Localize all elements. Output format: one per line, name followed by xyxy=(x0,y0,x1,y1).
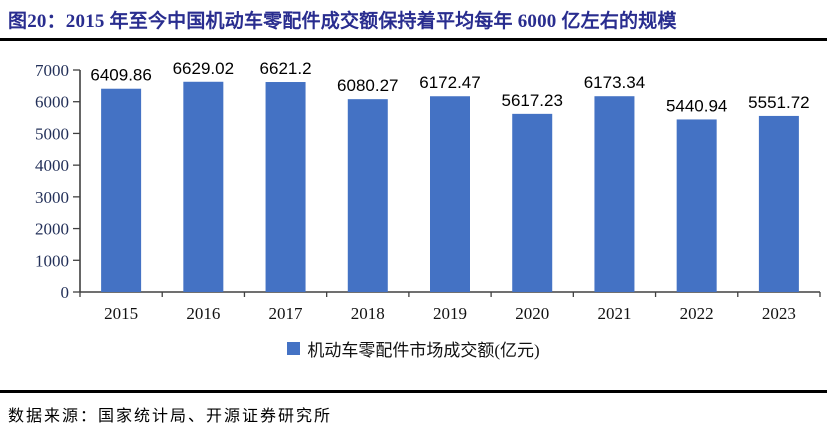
x-tick-label: 2023 xyxy=(762,304,796,323)
y-tick-label: 7000 xyxy=(35,61,69,80)
x-tick-label: 2017 xyxy=(269,304,304,323)
bar-value-label: 6080.27 xyxy=(337,76,398,95)
bar-value-label: 6172.47 xyxy=(419,73,480,92)
bar-2015 xyxy=(101,88,142,292)
figure-title: 图20：2015 年至今中国机动车零配件成交额保持着平均每年 6000 亿左右的… xyxy=(8,11,677,32)
bar-2018 xyxy=(347,99,388,292)
bar-2016 xyxy=(183,81,224,292)
bar-value-label: 5617.23 xyxy=(501,91,562,110)
y-tick-label: 3000 xyxy=(35,188,69,207)
x-tick-label: 2018 xyxy=(351,304,385,323)
bar-chart: 0 1000 2000 3000 4000 5000 6000 7000 6409.86 2015… xyxy=(35,59,821,323)
title-divider xyxy=(0,38,827,41)
bar-2023 xyxy=(758,115,799,292)
x-tick-label: 2016 xyxy=(186,304,220,323)
bar-value-label: 6629.02 xyxy=(173,59,234,78)
source-note: 数据来源：国家统计局、开源证券研究所 xyxy=(8,408,333,425)
bar-2020 xyxy=(512,113,553,292)
y-tick-label: 0 xyxy=(61,283,70,302)
y-tick-label: 2000 xyxy=(35,220,69,239)
bar-value-label: 6409.86 xyxy=(90,66,151,85)
y-tick-label: 6000 xyxy=(35,93,69,112)
chart-legend: 机动车零配件市场成交额(亿元) xyxy=(0,337,827,360)
x-tick-label: 2019 xyxy=(433,304,467,323)
footer-divider xyxy=(0,390,827,393)
x-tick-label: 2022 xyxy=(680,304,714,323)
bar-2019 xyxy=(430,96,470,292)
x-tick-label: 2015 xyxy=(104,304,138,323)
x-tick-label: 2020 xyxy=(515,304,549,323)
legend-square-icon xyxy=(287,341,301,355)
y-tick-label: 1000 xyxy=(35,251,69,270)
legend-label: 机动车零配件市场成交额(亿元) xyxy=(307,340,540,360)
bar-value-label: 5440.94 xyxy=(666,96,727,115)
bar-value-label: 6173.34 xyxy=(584,73,645,92)
bar-2022 xyxy=(676,119,717,292)
y-tick-label: 5000 xyxy=(35,124,69,143)
x-tick-label: 2021 xyxy=(597,304,631,323)
bar-value-label: 5551.72 xyxy=(748,93,809,112)
bar-2017 xyxy=(265,82,306,292)
y-tick-label: 4000 xyxy=(35,156,69,175)
bar-value-label: 6621.2 xyxy=(260,59,312,78)
bar-2021 xyxy=(594,96,635,292)
